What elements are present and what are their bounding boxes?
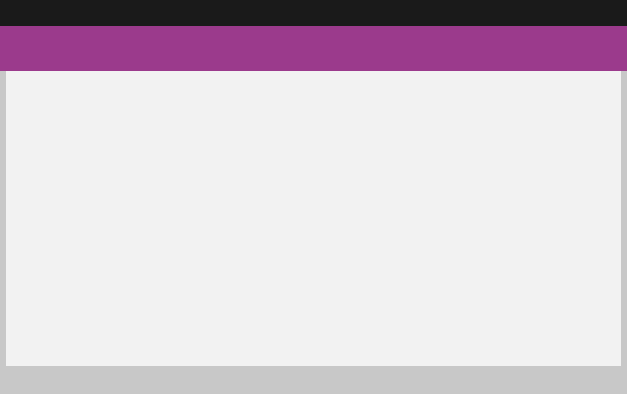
Text: I: I — [326, 286, 330, 300]
Text: C: C — [362, 121, 372, 135]
Text: t=0: t=0 — [248, 220, 272, 233]
Text: −Q: −Q — [380, 156, 401, 169]
Text: when the capacitor is connected to a 1.0 k$\Omega$ resistor. (b) Suppose the: when the capacitor is connected to a 1.0… — [90, 103, 519, 121]
Text: © 2017 Pearson Education, Inc.: © 2017 Pearson Education, Inc. — [84, 338, 218, 348]
Text: Q12: Q12 — [86, 75, 130, 94]
Text: Slide 32-13: Slide 32-13 — [511, 338, 559, 348]
Text: Consider a capacitor of capacitance 2 $\mu$F. (a) Find the time constant of a ci: Consider a capacitor of capacitance 2 $\… — [90, 69, 579, 85]
Text: +Q: +Q — [334, 156, 355, 169]
Text: 2.0 $\mu$C left on the capacitor?: 2.0 $\mu$C left on the capacitor? — [90, 173, 266, 190]
Text: R: R — [377, 212, 387, 226]
Text: S: S — [300, 225, 310, 238]
Text: capacitor was charged to contain 5.0 $\mu$C at $t$ = 0. At what time will there : capacitor was charged to contain 5.0 $\m… — [90, 138, 557, 155]
